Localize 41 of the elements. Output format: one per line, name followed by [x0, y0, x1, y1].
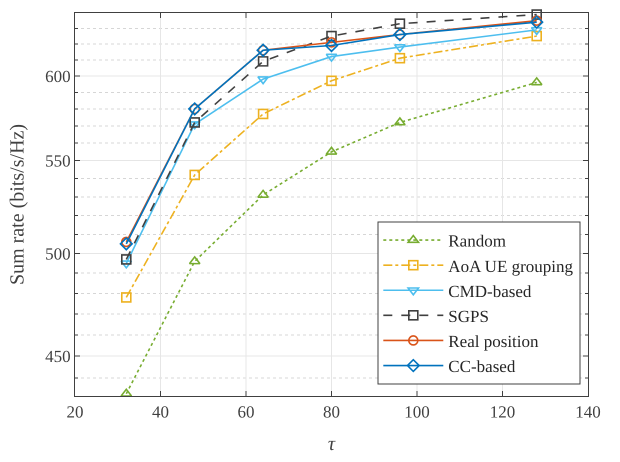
point: [394, 52, 406, 64]
point: [394, 18, 406, 30]
y-axis-title: Sum rate (bits/s/Hz): [6, 124, 29, 286]
x-tick-label: 20: [66, 402, 84, 422]
point: [531, 30, 542, 42]
legend-label: SGPS: [448, 306, 489, 326]
point: [326, 54, 338, 62]
point: [530, 26, 543, 36]
point: [189, 170, 200, 180]
x-tick-label: 140: [575, 402, 601, 422]
x-tick-label: 40: [152, 402, 169, 422]
point: [326, 146, 338, 155]
x-tick-label: 100: [404, 402, 430, 422]
y-tick-label: 600: [45, 66, 71, 86]
point: [120, 237, 133, 251]
x-tick-label: 60: [238, 402, 254, 422]
point: [326, 37, 337, 48]
point: [394, 117, 406, 126]
x-tick-label: 80: [323, 402, 340, 422]
point: [326, 75, 337, 86]
legend-label: CMD-based: [448, 282, 532, 301]
point: [121, 292, 132, 303]
legend-label: AoA UE grouping: [448, 256, 574, 276]
point: [120, 260, 132, 269]
point: [120, 388, 132, 397]
point: [326, 30, 337, 42]
point: [531, 9, 542, 20]
y-tick-label: 550: [45, 152, 71, 171]
point: [121, 254, 132, 265]
legend-label: Real position: [448, 332, 539, 352]
point: [258, 56, 268, 67]
legend-label: CC-based: [448, 357, 516, 376]
point: [258, 108, 268, 120]
x-tick-label: 120: [490, 402, 516, 422]
point: [324, 38, 338, 52]
y-tick-label: 450: [45, 347, 71, 366]
y-tick-label: 500: [45, 244, 71, 264]
point: [189, 117, 200, 128]
x-axis-title: τ: [328, 432, 336, 455]
point: [530, 16, 544, 29]
legend-label: Random: [448, 232, 506, 251]
